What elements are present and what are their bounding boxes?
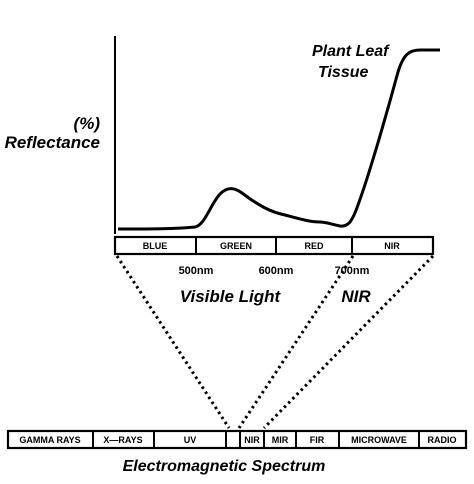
spectrum-label-nir: NIR — [244, 435, 260, 445]
nir-region-label: NIR — [341, 287, 371, 306]
curve-label-line2: Tissue — [318, 64, 369, 81]
spectrum-label-uv: UV — [184, 435, 197, 445]
projection-line-right — [262, 254, 435, 430]
projection-line-mid — [237, 255, 355, 429]
spectrum-label-mir: MIR — [272, 435, 289, 445]
band-label-red: RED — [304, 241, 324, 251]
spectrum-title: Electromagnetic Spectrum — [123, 458, 326, 475]
y-axis-label-unit: (%) — [74, 114, 101, 133]
projection-line-left — [115, 255, 231, 429]
spectrum-label-fir: FIR — [310, 435, 325, 445]
visible-light-label: Visible Light — [180, 287, 282, 306]
spectrum-label-radio: RADIO — [428, 435, 457, 445]
tick-label-600nm: 600nm — [259, 265, 294, 277]
spectrum-label-x-rays: X—RAYS — [103, 435, 142, 445]
spectrum-label-microwave: MICROWAVE — [351, 435, 407, 445]
band-label-green: GREEN — [220, 241, 252, 251]
reflectance-curve — [117, 48, 440, 231]
visible-band-bar — [113, 235, 435, 256]
spectrum-bar — [6, 429, 468, 450]
curve-label: Plant Leaf — [312, 43, 390, 60]
tick-label-500nm: 500nm — [179, 265, 214, 277]
band-label-nir: NIR — [384, 241, 400, 251]
band-label-blue: BLUE — [143, 241, 168, 251]
tick-label-700nm: 700nm — [335, 265, 370, 277]
spectrum-label-gamma-rays: GAMMA RAYS — [19, 435, 80, 445]
y-axis-label: Reflectance — [5, 133, 100, 152]
